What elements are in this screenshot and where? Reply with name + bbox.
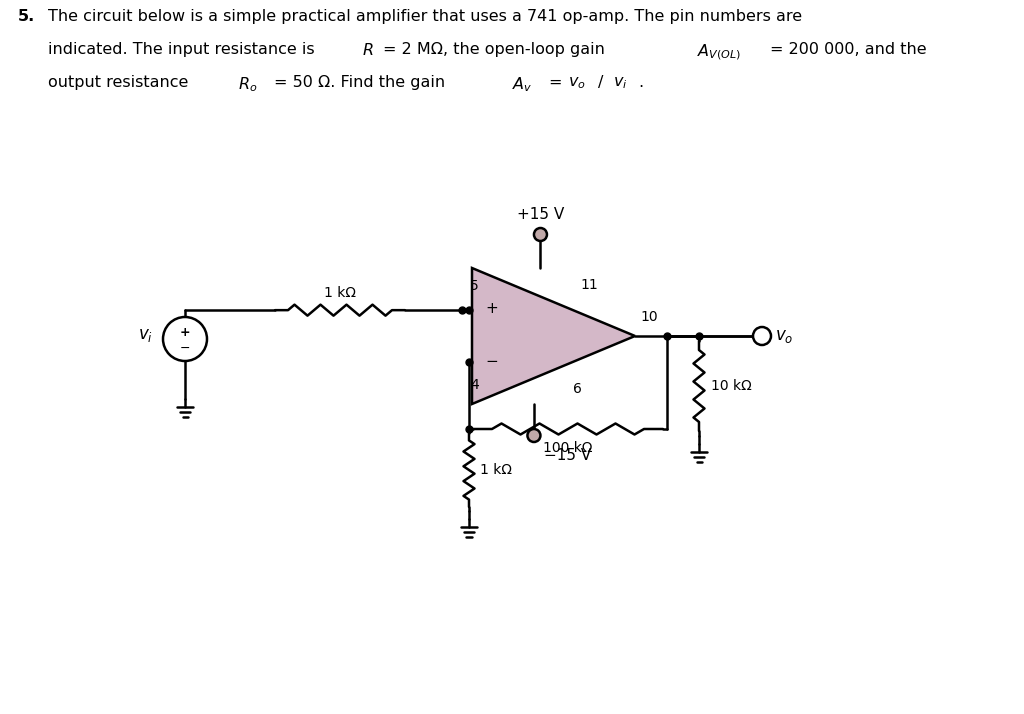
Text: 5: 5 <box>470 279 479 293</box>
Text: $A_{V(OL)}$: $A_{V(OL)}$ <box>697 42 741 61</box>
Text: = 50 Ω. Find the gain: = 50 Ω. Find the gain <box>274 75 451 90</box>
Text: output resistance: output resistance <box>48 75 194 90</box>
Circle shape <box>753 327 771 345</box>
Text: −: − <box>180 341 190 354</box>
Text: −: − <box>485 354 498 369</box>
Text: $R$: $R$ <box>362 42 374 58</box>
Text: 11: 11 <box>580 278 598 292</box>
Circle shape <box>163 317 207 361</box>
Polygon shape <box>472 268 635 404</box>
Text: 1 kΩ: 1 kΩ <box>324 286 356 300</box>
Text: 1 kΩ: 1 kΩ <box>480 463 512 477</box>
Text: .: . <box>638 75 643 90</box>
Text: $v_o$: $v_o$ <box>775 327 794 345</box>
Text: indicated. The input resistance is: indicated. The input resistance is <box>48 42 319 57</box>
Text: 4: 4 <box>470 378 479 392</box>
Text: −15 V: −15 V <box>544 448 591 463</box>
Text: +15 V: +15 V <box>517 207 564 222</box>
Text: 6: 6 <box>573 382 582 396</box>
Circle shape <box>527 429 541 442</box>
Text: $v_i$: $v_i$ <box>138 326 153 344</box>
Text: /: / <box>598 75 603 90</box>
Text: +: + <box>179 326 190 338</box>
Text: 10 kΩ: 10 kΩ <box>711 379 752 393</box>
Text: =: = <box>548 75 561 90</box>
Text: $A_v$: $A_v$ <box>512 75 532 94</box>
Text: 100 kΩ: 100 kΩ <box>544 441 593 455</box>
Circle shape <box>534 228 547 241</box>
Text: $v_i$: $v_i$ <box>613 75 628 91</box>
Text: The circuit below is a simple practical amplifier that uses a 741 op-amp. The pi: The circuit below is a simple practical … <box>48 9 802 24</box>
Text: 10: 10 <box>640 310 657 324</box>
Text: +: + <box>485 301 498 316</box>
Text: = 200 000, and the: = 200 000, and the <box>770 42 927 57</box>
Text: $R_o$: $R_o$ <box>238 75 257 94</box>
Text: 5.: 5. <box>18 9 35 24</box>
Text: = 2 MΩ, the open-loop gain: = 2 MΩ, the open-loop gain <box>383 42 610 57</box>
Text: $v_o$: $v_o$ <box>568 75 586 91</box>
